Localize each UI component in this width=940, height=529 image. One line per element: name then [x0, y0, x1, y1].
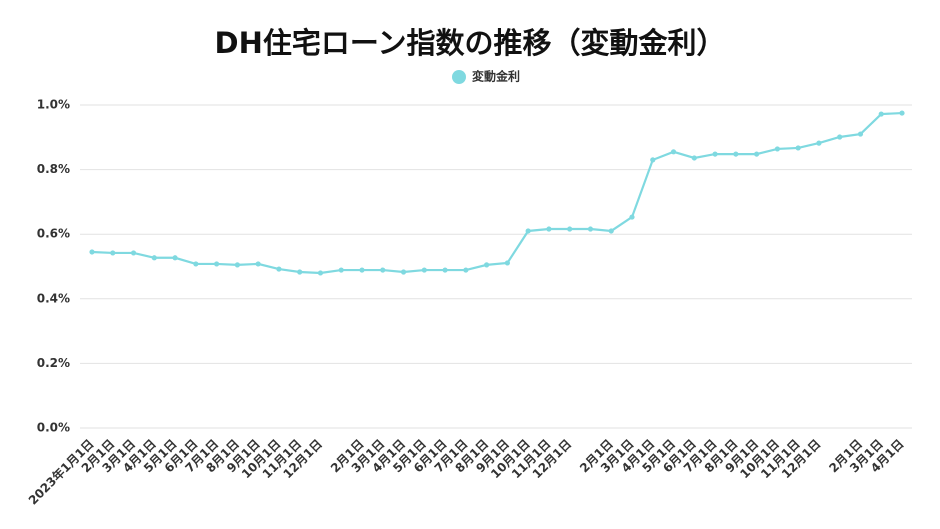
- y-tick-label: 0.8%: [37, 162, 70, 176]
- point: [837, 134, 843, 140]
- point: [546, 226, 552, 232]
- point: [110, 250, 116, 256]
- point: [525, 228, 531, 234]
- point: [442, 267, 448, 273]
- point: [463, 267, 469, 273]
- point: [338, 267, 344, 273]
- legend-marker: [452, 70, 466, 84]
- point: [317, 270, 324, 276]
- point: [629, 214, 635, 220]
- point: [795, 145, 801, 151]
- point: [297, 269, 303, 275]
- y-tick-label: 1.0%: [37, 98, 70, 112]
- point: [89, 249, 95, 255]
- point: [276, 266, 282, 272]
- point: [380, 267, 386, 273]
- point: [774, 146, 780, 152]
- point: [484, 262, 490, 268]
- chart-title: DH住宅ローン指数の推移（変動金利）: [215, 26, 726, 60]
- point: [587, 226, 594, 232]
- point: [234, 262, 240, 268]
- point: [400, 269, 407, 275]
- point: [754, 151, 760, 157]
- point: [421, 267, 427, 273]
- y-tick-label: 0.6%: [37, 227, 70, 241]
- point: [214, 261, 220, 267]
- point: [151, 255, 157, 261]
- point: [172, 255, 178, 261]
- point: [567, 226, 573, 232]
- y-tick-label: 0.0%: [37, 421, 70, 435]
- legend-label: 変動金利: [472, 69, 520, 84]
- point: [733, 151, 739, 157]
- point: [857, 131, 864, 137]
- point: [899, 110, 905, 116]
- point: [650, 157, 656, 163]
- point: [816, 140, 822, 146]
- y-tick-label: 0.2%: [37, 356, 70, 370]
- point: [691, 155, 697, 161]
- point: [608, 228, 614, 234]
- point: [255, 261, 261, 267]
- point: [878, 111, 884, 117]
- point: [193, 261, 199, 267]
- point: [359, 267, 365, 273]
- y-tick-label: 0.4%: [37, 291, 70, 305]
- point: [130, 250, 137, 256]
- point: [504, 260, 510, 266]
- point: [670, 149, 677, 155]
- line: [91, 111, 903, 275]
- point: [712, 151, 718, 157]
